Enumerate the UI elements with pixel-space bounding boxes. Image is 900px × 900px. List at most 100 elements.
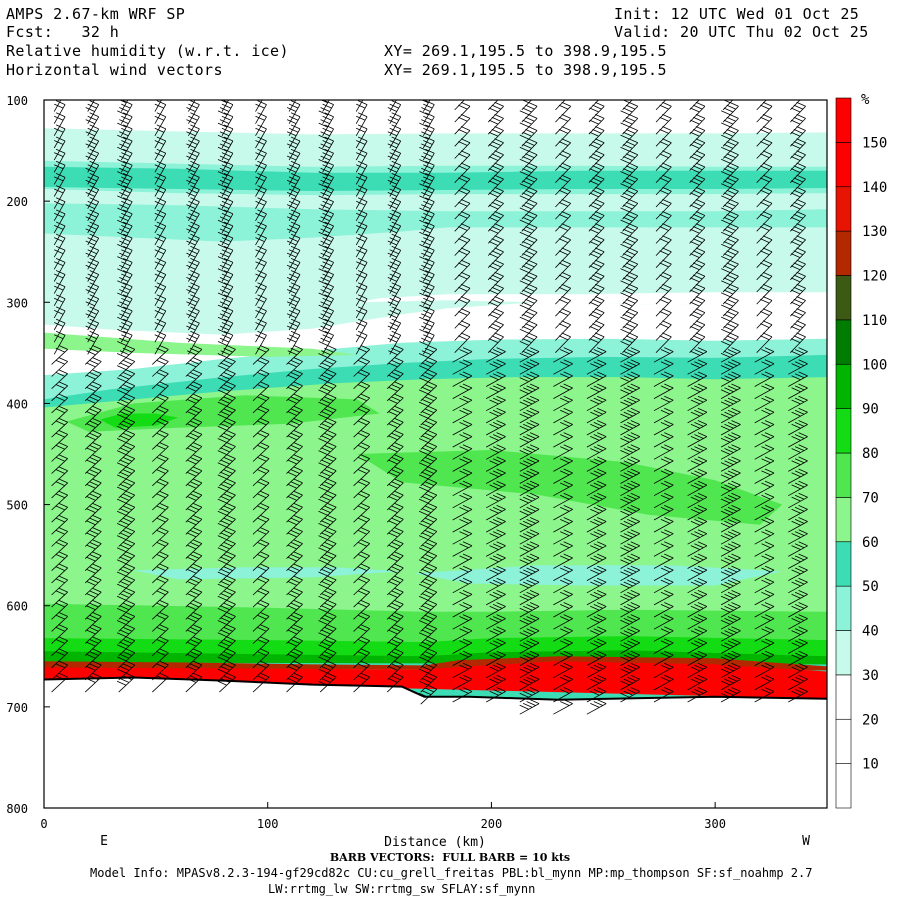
wind-barb [116, 672, 136, 693]
wind-barb [152, 454, 169, 474]
wind-barb [586, 553, 607, 569]
wind-barb [452, 541, 473, 557]
wind-barb [452, 407, 473, 424]
wind-barb [620, 395, 640, 412]
wind-barb [84, 466, 102, 487]
wind-barb [217, 575, 236, 596]
wind-barb [720, 395, 741, 412]
wind-barb [286, 563, 303, 584]
wind-barb [588, 150, 605, 171]
wind-barb [116, 393, 136, 414]
colorbar-label: 140 [862, 180, 887, 196]
wind-barb [788, 432, 808, 448]
wind-barb [756, 186, 773, 208]
colorbar-label: 80 [862, 446, 879, 462]
wind-barb [720, 383, 741, 399]
y-tick-label: 100 [6, 94, 28, 108]
colorbar-label: 40 [862, 624, 879, 640]
wind-barb [487, 199, 504, 220]
wind-barb [51, 575, 68, 596]
wind-barb [788, 541, 808, 557]
wind-barb [756, 174, 773, 196]
wind-barb [418, 563, 438, 584]
wind-barb [721, 126, 739, 147]
wind-barb [353, 405, 370, 426]
wind-barb [555, 138, 571, 159]
wind-barb [689, 199, 706, 220]
wind-barb [452, 614, 473, 630]
wind-barb [486, 517, 506, 533]
wind-barb [486, 468, 506, 484]
wind-barb [553, 577, 573, 594]
wind-barb [51, 454, 68, 474]
wind-barb [252, 502, 270, 523]
wind-barb [586, 687, 607, 703]
wind-barb [687, 407, 708, 424]
barb-column-19 [687, 100, 708, 703]
wind-barb [553, 395, 573, 412]
wind-barb [721, 199, 739, 220]
wind-barb [487, 271, 504, 293]
wind-barb [152, 369, 169, 389]
wind-barb [788, 674, 808, 691]
wind-barb [353, 381, 370, 402]
wind-barb [217, 381, 236, 402]
wind-barb [653, 626, 674, 642]
valid-time: Valid: 20 UTC Thu 02 Oct 25 [614, 23, 869, 41]
wind-barb [486, 602, 506, 618]
wind-barb [655, 271, 672, 293]
wind-barb [720, 432, 741, 448]
wind-barb [586, 383, 607, 399]
wind-barb [553, 699, 573, 715]
wind-barb [586, 650, 607, 666]
barb-column-20 [720, 100, 741, 703]
wind-barb [655, 283, 672, 305]
barb-column-7 [286, 100, 303, 693]
wind-barb [687, 529, 708, 545]
wind-barb [653, 577, 674, 594]
wind-barb [721, 162, 739, 183]
wind-barb [620, 223, 639, 244]
wind-barb [653, 650, 674, 666]
wind-barb [586, 614, 607, 630]
wind-barb [286, 539, 303, 559]
wind-barb [653, 383, 674, 399]
wind-barb [653, 662, 674, 679]
wind-barb [555, 247, 571, 268]
wind-barb [318, 478, 337, 499]
wind-barb [620, 407, 640, 424]
wind-barb [653, 371, 674, 387]
wind-barb [720, 614, 741, 630]
wind-barb [721, 235, 739, 256]
wind-barb [318, 672, 337, 693]
wind-barb [152, 527, 169, 547]
wind-barb [286, 612, 303, 632]
wind-barb [116, 636, 136, 656]
wind-barb [790, 174, 806, 196]
wind-barb [84, 345, 102, 365]
wind-barb [85, 330, 100, 355]
wind-barb [620, 626, 640, 642]
wind-barb [353, 490, 370, 511]
wind-barb [588, 223, 605, 244]
wind-barb [487, 100, 499, 111]
wind-barb [386, 490, 404, 511]
wind-barb [217, 672, 236, 693]
wind-barb [152, 405, 169, 426]
xy-range-2: XY= 269.1,195.5 to 398.9,195.5 [384, 61, 667, 79]
wind-barb [386, 405, 404, 426]
wind-barb [185, 430, 203, 450]
wind-barb [51, 502, 68, 523]
wind-barb [217, 648, 236, 669]
wind-barb [486, 614, 506, 630]
colorbar: 10 20 30 40 50 60 70 80 90 100 110 120 130 140 150 [835, 97, 887, 809]
wind-barb [754, 480, 775, 497]
wind-barb [286, 551, 303, 571]
wind-barb [487, 283, 504, 305]
wind-barb [286, 587, 303, 608]
wind-barb [653, 687, 674, 703]
wind-barb [51, 345, 68, 365]
wind-barb [116, 490, 136, 511]
wind-barb [286, 357, 303, 377]
